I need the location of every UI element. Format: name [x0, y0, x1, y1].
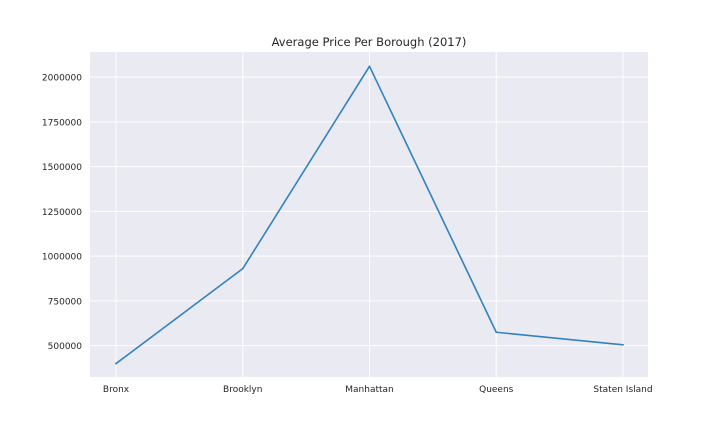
x-tick-labels: Bronx Brooklyn Manhattan Queens Staten Islan… [103, 385, 653, 395]
data-point [368, 65, 371, 68]
chart-title: Average Price Per Borough (2017) [272, 35, 467, 49]
x-tick-label: Bronx [103, 385, 130, 395]
y-tick-label: 1500000 [42, 163, 82, 173]
y-tick-label: 500000 [48, 342, 83, 352]
y-tick-labels: 500000 750000 1000000 1250000 1500000 1750000… [42, 74, 82, 353]
x-tick-label: Brooklyn [223, 385, 262, 395]
data-point [241, 267, 244, 270]
data-point [495, 331, 498, 334]
y-tick-label: 1750000 [42, 118, 82, 128]
y-tick-label: 750000 [48, 297, 83, 307]
x-tick-label: Manhattan [345, 385, 393, 395]
x-tick-label: Queens [479, 385, 514, 395]
series-layer [115, 65, 624, 365]
y-tick-label: 1250000 [42, 208, 82, 218]
data-point [622, 343, 624, 346]
y-tick-label: 2000000 [42, 74, 82, 84]
grid-lines [90, 52, 648, 377]
y-tick-label: 1000000 [42, 253, 82, 263]
data-point [115, 362, 117, 365]
x-tick-label: Staten Island [593, 385, 652, 395]
